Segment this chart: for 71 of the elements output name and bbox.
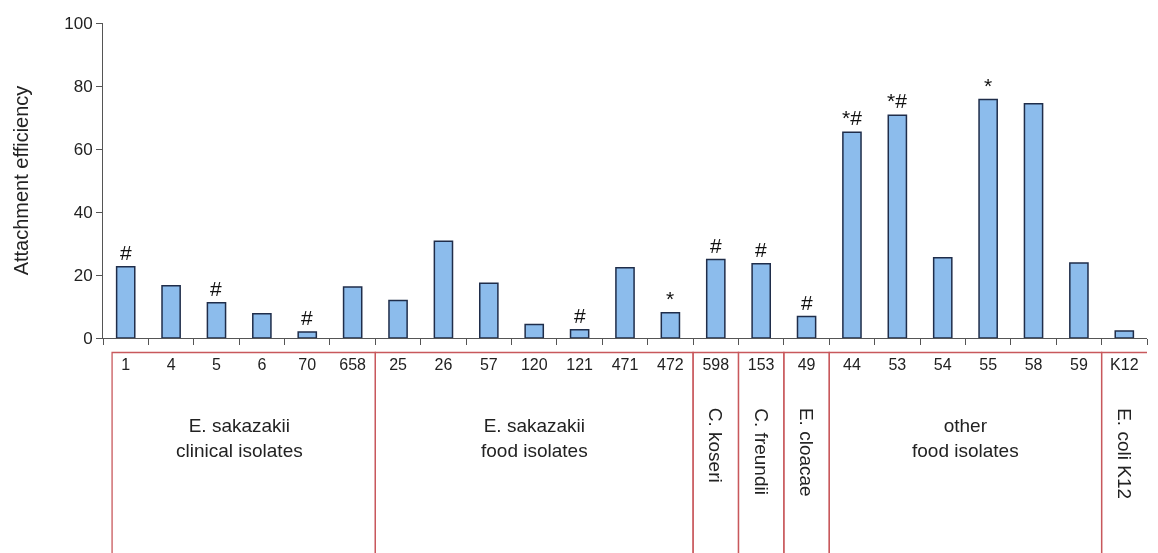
x-tick-label: 49 [797,356,816,374]
x-tick-label: 121 [566,356,594,374]
bar [705,258,726,338]
text: E. cloacae [796,407,818,497]
x-tick-label: 26 [434,356,453,374]
bar [796,315,817,338]
x-tick-label: 55 [979,356,998,374]
bar [115,266,136,338]
y-tick-label: 40 [73,202,93,222]
x-tick-label: 153 [747,356,775,374]
text: E. sakazakii clinical isolates [176,415,303,461]
y-tick-label: 20 [73,265,93,285]
x-tick-label: 70 [298,356,317,374]
text: E. coli K12 [1113,408,1135,500]
y-tick-label: 80 [73,76,93,96]
bar [252,313,272,338]
annotation: * [984,74,993,97]
text: C. freundii [750,408,772,495]
bar [751,262,771,338]
y-tick-label: 100 [64,13,93,33]
bar [297,331,318,338]
bar [524,323,545,338]
x-tick-label: 25 [389,356,408,374]
bar [388,299,408,338]
bar [1023,102,1044,338]
x-tick-label: 120 [520,356,548,374]
x-tick-label: 57 [479,356,498,374]
annotation: # [801,291,813,314]
text: E. sakazakii food isolates [481,415,588,461]
bar [1069,262,1089,338]
bar [978,98,998,338]
x-tick-label: 1 [121,356,131,374]
y-tick-label: 60 [73,139,93,159]
bar [615,267,635,338]
bar [479,282,499,338]
x-tick-label: 59 [1070,356,1088,374]
annotation: * [666,287,675,310]
x-tick-label: 53 [888,356,907,374]
text: other food isolates [912,415,1019,461]
bar [569,329,590,338]
bar [342,286,363,338]
annotation: # [120,241,132,264]
x-tick-label: 472 [657,356,684,374]
bar [932,256,953,338]
x-tick-label: K12 [1110,356,1139,374]
bar [161,284,181,338]
bar [206,301,227,338]
bar [842,131,862,338]
bar [887,114,908,338]
x-tick-label: 4 [166,356,176,374]
annotation: *# [842,106,863,129]
x-tick-label: 471 [611,356,639,374]
y-tick-label: 0 [83,328,93,348]
annotation: # [755,238,767,261]
annotation: # [210,277,222,300]
bar [433,240,454,338]
bar [1114,330,1135,338]
x-tick-label: 58 [1024,356,1043,374]
annotation: # [574,304,586,327]
annotation: *# [887,89,908,112]
y-axis-title: Attachment efficiency [9,85,32,276]
annotation: # [710,234,722,257]
x-tick-label: 6 [257,356,267,374]
annotation: # [301,306,313,329]
x-tick-label: 44 [843,356,861,374]
x-tick-label: 5 [212,356,222,374]
text: C. koseri [705,407,727,483]
bar [660,312,681,338]
x-tick-label: 54 [933,356,952,374]
x-tick-label: 658 [339,356,367,374]
x-tick-label: 598 [702,356,730,374]
